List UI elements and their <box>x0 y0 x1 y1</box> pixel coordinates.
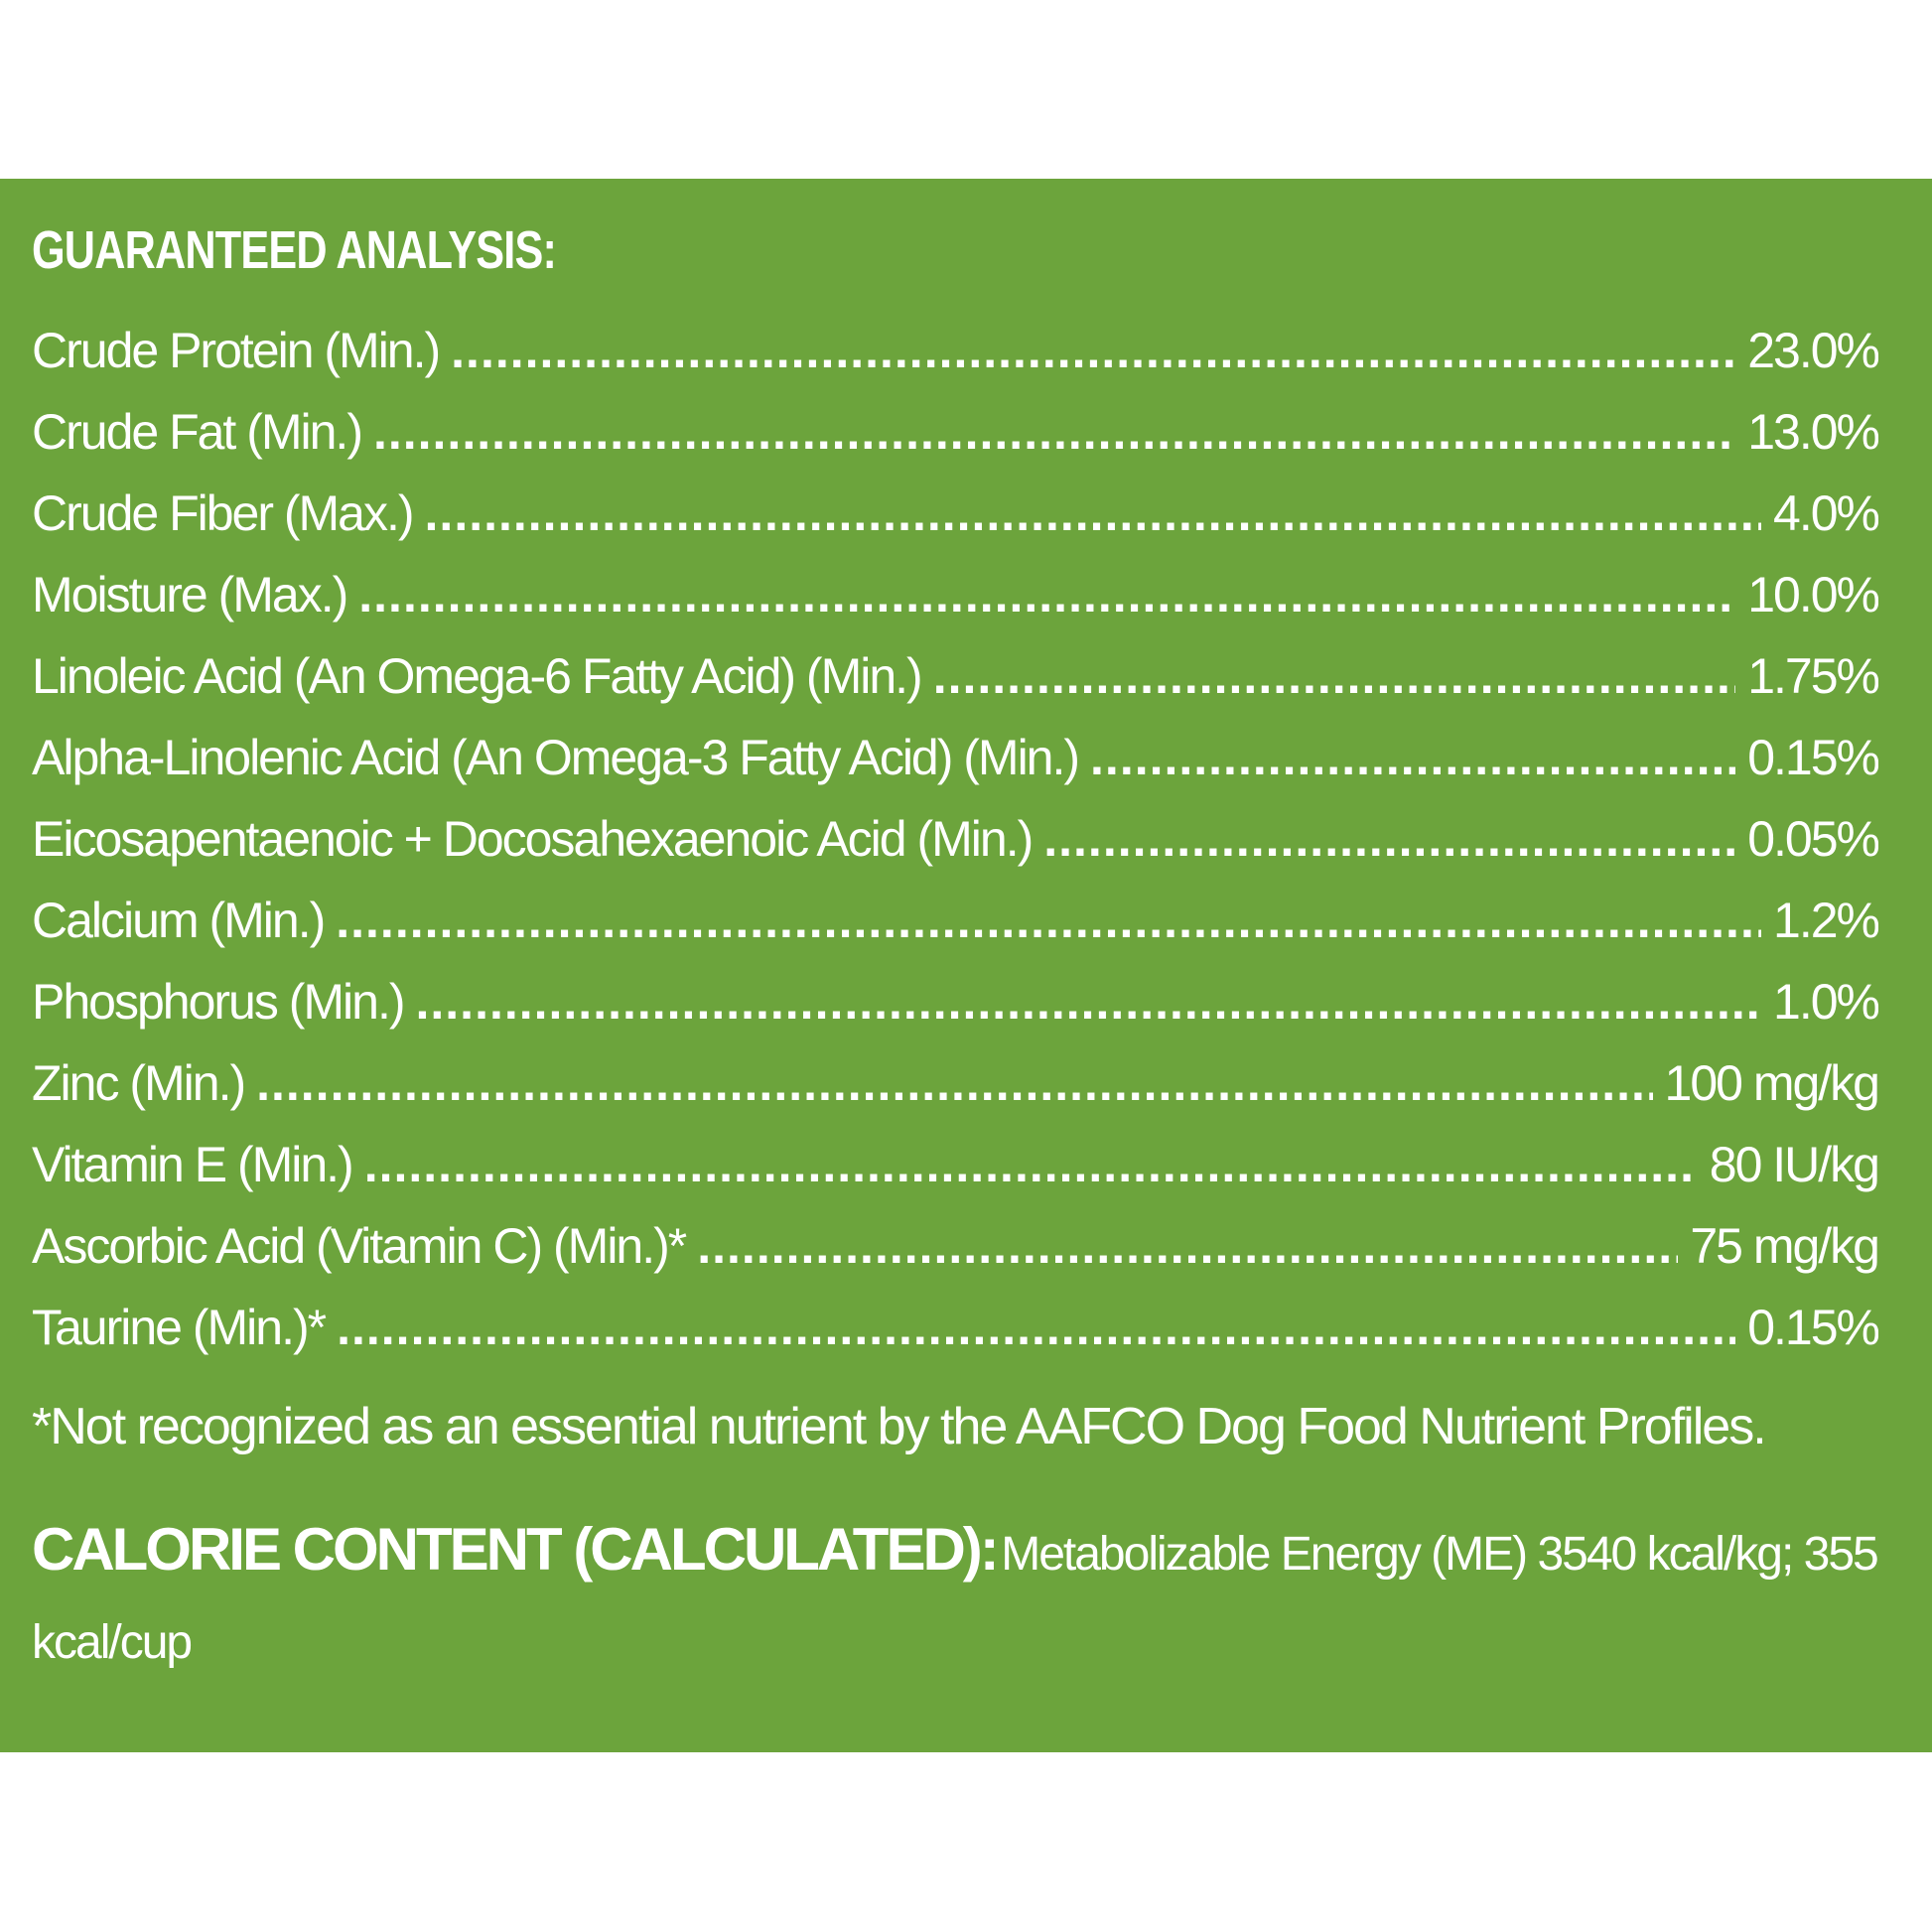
nutrient-value: 80 IU/kg <box>1709 1137 1878 1192</box>
analysis-row: Crude Protein (Min.) 23.0% <box>32 310 1878 391</box>
nutrient-label: Phosphorus (Min.) <box>32 974 405 1030</box>
analysis-row: Moisture (Max.) 10.0% <box>32 554 1878 635</box>
nutrient-label: Vitamin E (Min.) <box>32 1137 354 1192</box>
nutrient-label: Crude Fat (Min.) <box>32 404 363 460</box>
nutrient-value: 1.0% <box>1773 974 1878 1030</box>
nutrient-label: Zinc (Min.) <box>32 1055 246 1111</box>
nutrient-value: 0.05% <box>1747 811 1878 867</box>
nutrient-label: Moisture (Max.) <box>32 567 348 622</box>
dot-leader <box>336 880 1761 961</box>
dot-leader <box>425 473 1762 554</box>
nutrient-value: 0.15% <box>1747 730 1878 785</box>
nutrient-value: 0.15% <box>1747 1300 1878 1355</box>
dot-leader <box>1090 717 1735 798</box>
dot-leader <box>451 310 1735 391</box>
nutrient-value: 4.0% <box>1773 485 1878 541</box>
dot-leader <box>358 554 1735 635</box>
nutrient-value: 100 mg/kg <box>1664 1055 1878 1111</box>
nutrient-value: 13.0% <box>1747 404 1878 460</box>
calorie-text: Metabolizable Energy (ME) 3540 kcal/kg; … <box>32 1528 1879 1669</box>
dot-leader <box>933 635 1736 717</box>
calorie-content: CALORIE CONTENT (CALCULATED): Metaboliza… <box>32 1511 1898 1693</box>
nutrient-label: Ascorbic Acid (Vitamin C) (Min.)* <box>32 1218 687 1274</box>
aafco-footnote: *Not recognized as an essential nutrient… <box>32 1398 1767 1455</box>
nutrient-label: Alpha-Linolenic Acid (An Omega-3 Fatty A… <box>32 730 1080 785</box>
analysis-row: Alpha-Linolenic Acid (An Omega-3 Fatty A… <box>32 717 1878 798</box>
nutrient-label: Eicosapentaenoic + Docosahexaenoic Acid … <box>32 811 1034 867</box>
analysis-row: Calcium (Min.) 1.2% <box>32 880 1878 961</box>
analysis-row: Linoleic Acid (An Omega-6 Fatty Acid) (M… <box>32 635 1878 717</box>
analysis-table: Crude Protein (Min.) 23.0% Crude Fat (Mi… <box>32 310 1878 1368</box>
calorie-title: CALORIE CONTENT (CALCULATED): <box>32 1516 1000 1583</box>
guaranteed-analysis-panel: GUARANTEED ANALYSIS: Crude Protein (Min.… <box>0 179 1932 1752</box>
analysis-row: Phosphorus (Min.) 1.0% <box>32 961 1878 1042</box>
dot-leader <box>416 961 1762 1042</box>
dot-leader <box>364 1124 1698 1205</box>
nutrient-label: Crude Protein (Min.) <box>32 323 441 378</box>
analysis-row: Crude Fiber (Max.) 4.0% <box>32 473 1878 554</box>
analysis-row: Crude Fat (Min.) 13.0% <box>32 391 1878 473</box>
nutrient-value: 1.75% <box>1747 648 1878 704</box>
analysis-row: Eicosapentaenoic + Docosahexaenoic Acid … <box>32 798 1878 880</box>
nutrient-value: 75 mg/kg <box>1690 1218 1878 1274</box>
analysis-row: Vitamin E (Min.) 80 IU/kg <box>32 1124 1878 1205</box>
nutrient-value: 1.2% <box>1773 893 1878 948</box>
nutrient-label: Linoleic Acid (An Omega-6 Fatty Acid) (M… <box>32 648 923 704</box>
dot-leader <box>1043 798 1735 880</box>
analysis-row: Taurine (Min.)* 0.15% <box>32 1287 1878 1368</box>
nutrient-value: 10.0% <box>1747 567 1878 622</box>
dot-leader <box>697 1205 1678 1287</box>
analysis-row: Zinc (Min.) 100 mg/kg <box>32 1042 1878 1124</box>
nutrient-value: 23.0% <box>1747 323 1878 378</box>
dot-leader <box>337 1287 1735 1368</box>
analysis-row: Ascorbic Acid (Vitamin C) (Min.)* 75 mg/… <box>32 1205 1878 1287</box>
dot-leader <box>373 391 1735 473</box>
dot-leader <box>256 1042 1652 1124</box>
nutrient-label: Calcium (Min.) <box>32 893 326 948</box>
nutrient-label: Crude Fiber (Max.) <box>32 485 415 541</box>
nutrient-label: Taurine (Min.)* <box>32 1300 327 1355</box>
analysis-heading: GUARANTEED ANALYSIS: <box>32 220 557 280</box>
